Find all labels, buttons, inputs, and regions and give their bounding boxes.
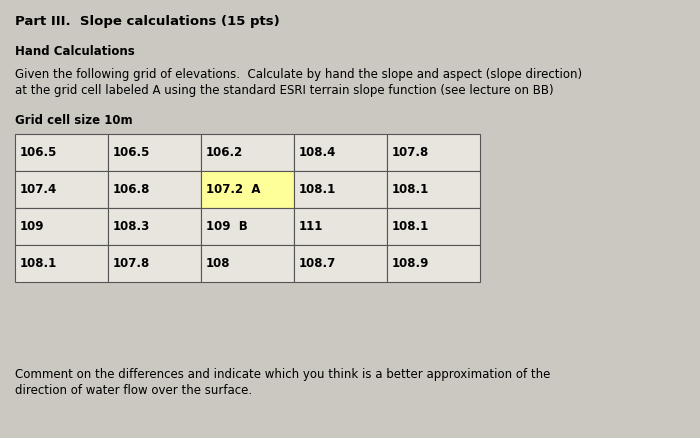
Text: 109: 109 — [20, 220, 45, 233]
Text: Grid cell size 10m: Grid cell size 10m — [15, 114, 132, 127]
Bar — [387, 245, 480, 282]
Bar — [15, 245, 108, 282]
Bar — [108, 245, 201, 282]
Bar — [387, 208, 480, 245]
Bar — [201, 171, 294, 208]
Text: 107.2  A: 107.2 A — [206, 183, 260, 196]
Text: 108.1: 108.1 — [299, 183, 336, 196]
Text: 108.4: 108.4 — [299, 146, 337, 159]
Bar — [15, 171, 108, 208]
Text: 108.9: 108.9 — [392, 257, 429, 270]
Bar — [294, 134, 387, 171]
Text: 107.8: 107.8 — [113, 257, 150, 270]
Bar — [201, 245, 294, 282]
Text: 111: 111 — [299, 220, 323, 233]
Bar — [387, 134, 480, 171]
Text: 106.5: 106.5 — [20, 146, 57, 159]
Text: 108.7: 108.7 — [299, 257, 336, 270]
Text: direction of water flow over the surface.: direction of water flow over the surface… — [15, 384, 252, 397]
Text: 107.4: 107.4 — [20, 183, 57, 196]
Bar — [15, 134, 108, 171]
Text: 107.8: 107.8 — [392, 146, 429, 159]
Text: Given the following grid of elevations.  Calculate by hand the slope and aspect : Given the following grid of elevations. … — [15, 68, 582, 81]
Bar — [294, 171, 387, 208]
Text: 108.3: 108.3 — [113, 220, 150, 233]
Bar — [108, 208, 201, 245]
Bar — [108, 171, 201, 208]
Bar — [15, 208, 108, 245]
Text: 109  B: 109 B — [206, 220, 248, 233]
Bar — [108, 134, 201, 171]
Text: 106.8: 106.8 — [113, 183, 150, 196]
Bar — [201, 208, 294, 245]
Text: Part III.  Slope calculations (15 pts): Part III. Slope calculations (15 pts) — [15, 15, 280, 28]
Bar — [294, 245, 387, 282]
Text: at the grid cell labeled A using the standard ESRI terrain slope function (see l: at the grid cell labeled A using the sta… — [15, 84, 554, 97]
Text: 108.1: 108.1 — [392, 220, 429, 233]
Text: 108: 108 — [206, 257, 230, 270]
Text: 108.1: 108.1 — [20, 257, 57, 270]
Text: 106.2: 106.2 — [206, 146, 244, 159]
Text: Hand Calculations: Hand Calculations — [15, 45, 134, 58]
Bar — [201, 134, 294, 171]
Text: 106.5: 106.5 — [113, 146, 150, 159]
Text: 108.1: 108.1 — [392, 183, 429, 196]
Text: Comment on the differences and indicate which you think is a better approximatio: Comment on the differences and indicate … — [15, 368, 550, 381]
Bar — [387, 171, 480, 208]
Bar — [294, 208, 387, 245]
